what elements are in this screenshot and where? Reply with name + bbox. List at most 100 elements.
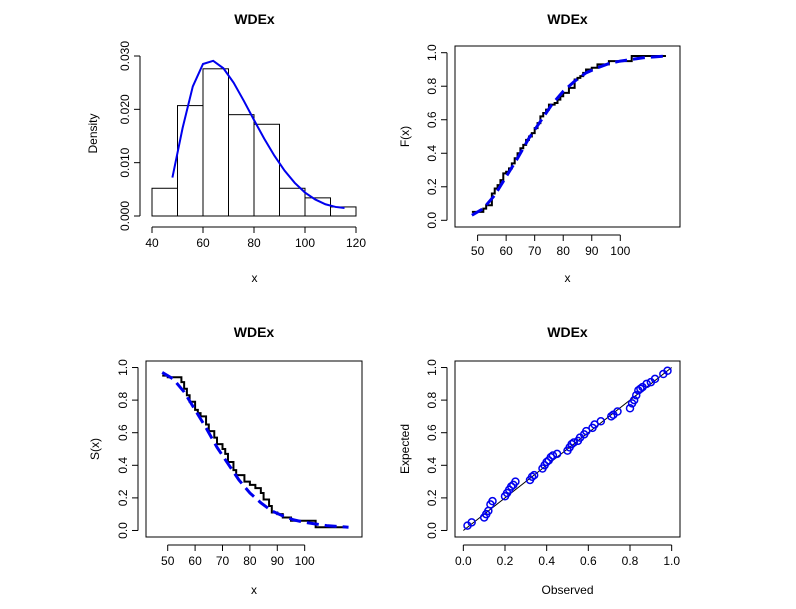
cdf-y-tick-label: 1.0 — [425, 44, 439, 61]
cdf-x-label: x — [565, 271, 571, 285]
pp-x-tick-label: 0.0 — [455, 554, 472, 568]
cdf-x-tick-label: 80 — [557, 244, 571, 258]
hist-bar — [253, 123, 280, 217]
pp-y-tick-label: 0.4 — [425, 457, 439, 474]
surv-fitted-curve — [161, 371, 349, 529]
hist-x-tick-label: 80 — [247, 236, 261, 250]
pp-x-tick-label: 0.6 — [580, 554, 597, 568]
surv-y-label: S(x) — [88, 438, 102, 460]
pp-point — [488, 496, 497, 506]
surv-y-tick-label: 0.2 — [116, 489, 130, 506]
pp-point — [569, 438, 578, 447]
surv-x-tick-label: 90 — [271, 554, 285, 568]
pp-y-tick-label: 0.6 — [425, 424, 439, 441]
cdf-y-tick-label: 0.2 — [425, 178, 439, 195]
cdf-y-tick-label: 0.4 — [425, 145, 439, 162]
hist-y-tick-label: 0.010 — [118, 147, 132, 177]
pp-point — [636, 384, 645, 393]
pp-point — [511, 477, 520, 486]
hist-y-tick-label: 0.000 — [118, 201, 132, 231]
pp-point — [546, 452, 556, 462]
pp-plot-frame — [454, 360, 681, 538]
pp-point — [567, 439, 576, 449]
cdf-x-tick-label: 100 — [610, 244, 630, 258]
pp-point — [613, 407, 622, 416]
surv-x-label: x — [251, 583, 257, 597]
hist-x-label: x — [252, 271, 258, 285]
pp-x-tick-label: 0.2 — [497, 554, 514, 568]
hist-density-curve — [171, 59, 345, 209]
hist-y-tick-label: 0.020 — [118, 94, 132, 124]
surv-y-tick-label: 0.0 — [116, 522, 130, 539]
cdf-plot-frame — [454, 45, 681, 228]
hist-x-tick-label: 40 — [145, 236, 159, 250]
pp-point — [582, 426, 591, 436]
surv-y-tick-label: 1.0 — [116, 359, 130, 376]
pp-y-tick-label: 0.2 — [425, 489, 439, 506]
pp-point — [650, 374, 660, 384]
hist-x-tick-label: 100 — [295, 236, 315, 250]
surv-y-tick-label: 0.8 — [116, 391, 130, 408]
pp-x-tick-label: 1.0 — [663, 554, 680, 568]
cdf-y-tick-label: 0.0 — [425, 212, 439, 229]
hist-bar — [202, 68, 229, 217]
pp-point — [542, 457, 551, 467]
pp-y-tick-label: 0.8 — [425, 391, 439, 408]
pp-x-label: Observed — [541, 583, 593, 597]
cdf-x-tick-label: 60 — [499, 244, 513, 258]
pp-title: WDEx — [547, 324, 588, 340]
cdf-x-tick-label: 90 — [585, 244, 599, 258]
surv-y-tick-label: 0.4 — [116, 457, 130, 474]
surv-x-tick-label: 50 — [161, 554, 175, 568]
cdf-y-label: F(x) — [398, 126, 412, 147]
pp-point — [548, 451, 558, 460]
surv-x-tick-label: 60 — [188, 554, 202, 568]
pp-point — [527, 472, 537, 481]
surv-empirical-step — [162, 374, 349, 529]
pp-point — [607, 412, 616, 421]
cdf-empirical-step — [471, 55, 666, 213]
pp-y-label: Expected — [398, 424, 412, 474]
pp-point — [590, 420, 599, 429]
hist-bar — [151, 187, 178, 217]
pp-y-tick-label: 0.0 — [425, 522, 439, 539]
cdf-fitted-curve — [471, 54, 667, 217]
surv-y-tick-label: 0.6 — [116, 424, 130, 441]
surv-x-tick-label: 80 — [243, 554, 257, 568]
surv-x-tick-label: 70 — [216, 554, 230, 568]
hist-bar — [177, 105, 204, 217]
pp-point — [529, 470, 539, 480]
hist-y-tick-label: 0.030 — [118, 41, 132, 71]
pp-y-tick-label: 1.0 — [425, 359, 439, 376]
pp-point — [663, 366, 672, 376]
pp-point — [642, 379, 651, 389]
pp-panel: WDEx 0.0 0.2 0.4 0.6 0.8 1.0 0.0 0.2 0.4 0.6 0.8 1.0… — [398, 324, 681, 597]
hist-y-label: Density — [86, 113, 100, 153]
hist-x-tick-label: 120 — [346, 236, 366, 250]
surv-title: WDEx — [234, 324, 275, 340]
surv-x-tick-label: 100 — [295, 554, 315, 568]
hist-panel: WDEx 40 60 80 100 120 0.000 0.010 0.020 0.030 x Den… — [86, 11, 366, 285]
cdf-x-tick-label: 50 — [471, 244, 485, 258]
surv-plot-frame — [145, 360, 363, 538]
pp-point — [629, 395, 639, 405]
hist-title: WDEx — [234, 11, 275, 27]
pp-point — [507, 482, 516, 491]
pp-point — [467, 518, 476, 527]
surv-panel: WDEx 50 60 70 80 90 100 0.0 0.2 0.4 0.6 0.8 1.0 x S(x) — [88, 324, 363, 597]
pp-point — [552, 449, 562, 459]
pp-x-tick-label: 0.8 — [622, 554, 639, 568]
hist-x-tick-label: 60 — [196, 236, 210, 250]
pp-point — [625, 404, 635, 413]
pp-x-tick-label: 0.4 — [538, 554, 555, 568]
hist-bar — [279, 187, 306, 217]
pp-point — [596, 417, 606, 426]
pp-reference-line — [463, 367, 672, 531]
cdf-x-tick-label: 70 — [528, 244, 542, 258]
cdf-y-tick-label: 0.6 — [425, 111, 439, 128]
cdf-title: WDEx — [547, 11, 588, 27]
cdf-panel: WDEx 50 60 70 80 90 100 0.0 0.2 0.4 0.6 0.8 1.0 x F(x) — [398, 11, 681, 285]
pp-point — [632, 390, 641, 400]
hist-bar — [228, 114, 255, 217]
